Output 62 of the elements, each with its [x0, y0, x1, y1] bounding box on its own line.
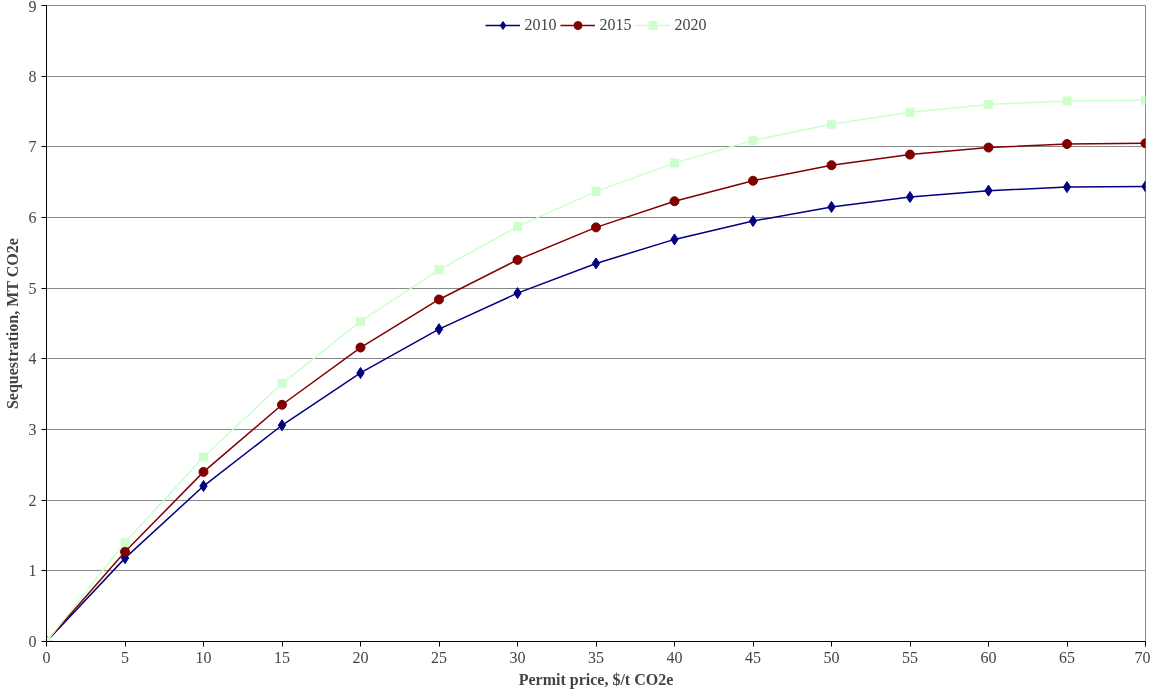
point — [277, 419, 287, 432]
legend-label: 2015 — [599, 16, 632, 34]
point — [748, 175, 758, 186]
point — [905, 191, 915, 204]
x-tick-label: 65 — [1059, 648, 1075, 666]
x-tick-label: 30 — [509, 648, 526, 666]
point — [277, 399, 287, 410]
y-tick-label: 3 — [28, 421, 37, 438]
y-tick-label: 7 — [28, 138, 37, 156]
point — [591, 222, 601, 233]
point — [277, 379, 287, 389]
point — [1062, 139, 1072, 149]
point — [748, 135, 758, 145]
y-axis-title: Sequestration, MT CO2e — [3, 238, 22, 410]
point — [120, 546, 130, 557]
legend-label: 2010 — [524, 16, 557, 34]
x-tick-label: 45 — [745, 648, 761, 666]
point — [669, 196, 680, 207]
point — [434, 294, 444, 305]
point — [198, 466, 209, 477]
point — [748, 215, 758, 228]
point — [826, 160, 837, 171]
point — [120, 538, 130, 548]
point — [199, 452, 208, 462]
y-tick-label: 8 — [28, 67, 37, 85]
y-tick-label: 6 — [28, 209, 37, 226]
point — [512, 254, 523, 265]
point — [1062, 181, 1072, 194]
point — [905, 107, 915, 117]
point — [905, 149, 915, 160]
x-tick-label: 20 — [352, 648, 369, 666]
x-tick-label: 5 — [121, 648, 129, 666]
x-tick-label: 10 — [195, 648, 212, 666]
x-axis-title: Permit price, $/t CO2e — [518, 670, 674, 689]
y-tick-label: 4 — [28, 350, 37, 368]
legend-label: 2020 — [674, 16, 707, 34]
y-tick-label: 9 — [28, 0, 37, 15]
point — [434, 265, 444, 275]
point — [434, 323, 444, 336]
point — [827, 119, 836, 129]
point — [355, 342, 366, 353]
point — [984, 99, 993, 109]
point — [670, 158, 679, 168]
point — [591, 186, 601, 196]
x-tick-label: 55 — [902, 648, 918, 666]
point — [356, 316, 365, 326]
point — [1062, 96, 1072, 106]
y-tick-label: 5 — [28, 279, 37, 297]
point — [513, 222, 522, 232]
x-tick-label: 35 — [588, 648, 604, 666]
x-tick-label: 25 — [431, 648, 447, 666]
x-tick-label: 70 — [1134, 648, 1151, 666]
point — [983, 142, 994, 153]
x-tick-label: 60 — [980, 648, 997, 666]
x-tick-label: 40 — [666, 648, 683, 666]
y-tick-label: 1 — [28, 562, 37, 580]
y-tick-label: 0 — [28, 633, 37, 650]
y-tick-label: 2 — [28, 491, 37, 509]
point — [591, 257, 601, 270]
x-tick-label: 50 — [823, 648, 840, 666]
x-tick-label: 15 — [274, 648, 290, 666]
x-tick-label: 0 — [42, 648, 51, 666]
